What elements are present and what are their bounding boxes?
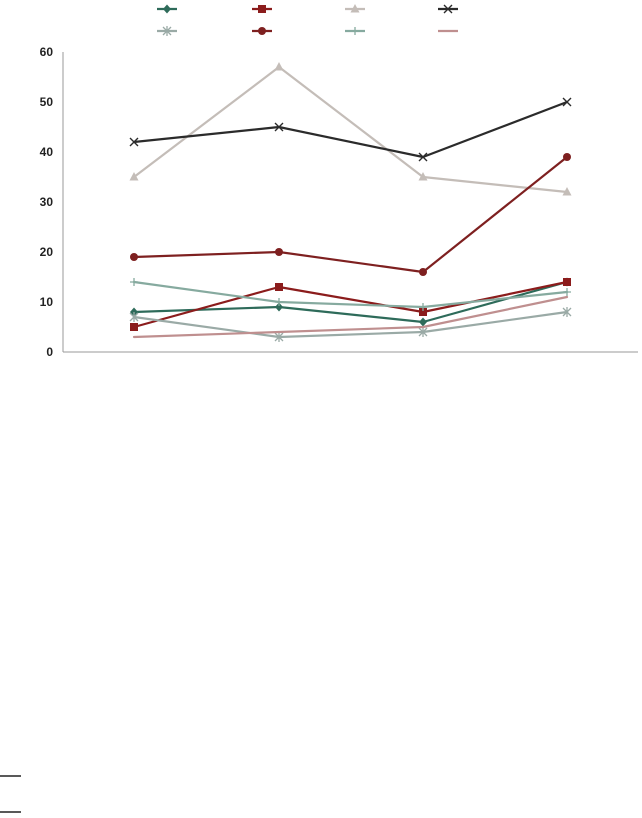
legend-entry-7	[345, 27, 365, 35]
chart-axes: 0 10 20 30 40 50 60	[40, 45, 638, 359]
legend	[157, 4, 458, 36]
legend-entry-5	[157, 26, 177, 36]
y-tick-label: 0	[46, 345, 53, 359]
series-6-point	[563, 153, 571, 161]
series-5-line	[132, 310, 569, 339]
series-2-point	[130, 323, 138, 331]
series-6	[130, 153, 571, 276]
series-7-point	[275, 298, 283, 306]
series-3-point	[418, 172, 428, 181]
series-7-line	[132, 280, 569, 309]
series-2-point	[275, 283, 283, 291]
series-6-point	[275, 248, 283, 256]
series-3-line	[132, 65, 569, 194]
series-layer	[129, 62, 572, 342]
series-4-line	[132, 100, 569, 159]
legend-entry-6	[252, 27, 272, 35]
series-2	[130, 278, 571, 331]
series-5-point	[274, 332, 284, 342]
series-8-line	[132, 295, 569, 339]
series-1	[130, 277, 571, 327]
series-6-point	[419, 268, 427, 276]
legend-swatch-marker	[258, 5, 266, 13]
series-5-point	[562, 307, 572, 317]
series-3-point	[562, 187, 572, 196]
legend-swatch-marker	[163, 4, 171, 14]
series-4-point	[562, 97, 572, 107]
series-5	[129, 307, 572, 342]
series-2-point	[563, 278, 571, 286]
footer-marks	[0, 775, 21, 813]
series-4-point	[129, 137, 139, 147]
series-4-point	[418, 152, 428, 162]
series-3-point	[129, 172, 139, 181]
legend-swatch-marker	[350, 4, 360, 13]
series-6-point	[130, 253, 138, 261]
legend-swatch-marker	[162, 26, 172, 36]
y-tick-label: 40	[40, 145, 54, 159]
series-7-point	[130, 278, 138, 286]
series-4	[129, 97, 572, 162]
series-1-point	[275, 302, 283, 312]
y-tick-label: 30	[40, 195, 54, 209]
series-7-point	[419, 303, 427, 311]
series-3-point	[274, 62, 284, 71]
series-7-point	[563, 288, 571, 296]
series-2-line	[132, 280, 569, 329]
legend-entry-1	[157, 4, 177, 14]
series-1-line	[132, 280, 569, 324]
series-5-point	[129, 312, 139, 322]
series-8	[132, 295, 569, 339]
legend-entry-3	[345, 4, 365, 13]
series-5-point	[418, 327, 428, 337]
legend-swatch-marker	[351, 27, 359, 35]
series-6-line	[132, 155, 569, 274]
y-tick-label: 10	[40, 295, 54, 309]
y-tick-label: 60	[40, 45, 54, 59]
series-4-point	[274, 122, 284, 132]
legend-swatch-marker	[258, 27, 266, 35]
series-2-point	[419, 308, 427, 316]
y-tick-label: 20	[40, 245, 54, 259]
legend-entry-2	[252, 5, 272, 13]
series-7	[130, 278, 571, 311]
series-3	[129, 62, 572, 196]
series-1-point	[419, 317, 427, 327]
y-tick-label: 50	[40, 95, 54, 109]
legend-swatch-marker	[443, 4, 453, 14]
legend-entry-4	[438, 4, 458, 14]
